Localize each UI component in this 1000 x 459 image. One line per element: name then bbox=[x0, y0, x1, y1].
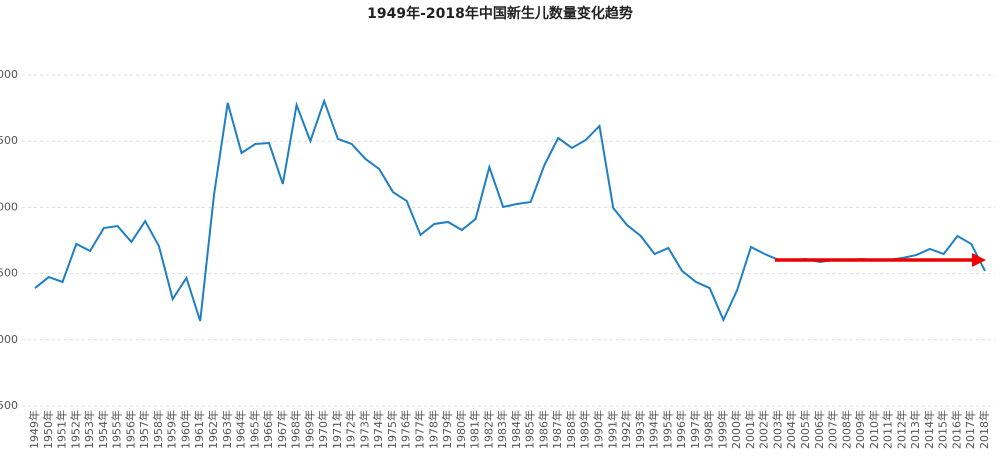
x-tick-label: 1972年 bbox=[344, 410, 358, 449]
x-tick-label: 1984年 bbox=[509, 410, 523, 449]
x-tick-label: 1955年 bbox=[110, 410, 124, 449]
x-tick-label: 1970年 bbox=[316, 410, 330, 449]
x-tick-label: 1995年 bbox=[660, 410, 674, 449]
x-tick-label: 1987年 bbox=[550, 410, 564, 449]
x-tick-label: 1949年 bbox=[27, 410, 41, 449]
x-tick-label: 1956年 bbox=[123, 410, 137, 449]
x-tick-label: 1994年 bbox=[647, 410, 661, 449]
x-tick-label: 2008年 bbox=[839, 410, 853, 449]
x-tick-label: 1953年 bbox=[82, 410, 96, 449]
line-series bbox=[34, 97, 986, 323]
y-tick-label: 3000 bbox=[0, 68, 18, 81]
x-tick-label: 1996年 bbox=[674, 410, 688, 449]
x-tick-label: 1992年 bbox=[619, 410, 633, 449]
x-tick-label: 1986年 bbox=[536, 410, 550, 449]
x-tick-label: 1950年 bbox=[41, 410, 55, 449]
x-tick-label: 1998年 bbox=[702, 410, 716, 449]
x-tick-label: 1988年 bbox=[564, 410, 578, 449]
x-tick-label: 1966年 bbox=[261, 410, 275, 449]
chart-title: 1949年-2018年中国新生儿数量变化趋势 bbox=[367, 5, 633, 22]
y-tick-label: 2500 bbox=[0, 134, 18, 147]
arrow-annotation bbox=[775, 253, 986, 267]
x-tick-label: 2013年 bbox=[908, 410, 922, 449]
x-tick-label: 1951年 bbox=[55, 410, 69, 449]
plot: 1949年 1950年 1951年 1952年 1953年 1954年 1955年 1956年… bbox=[27, 97, 991, 449]
y-tick-label: 1000 bbox=[0, 333, 18, 346]
x-tick-label: 2011年 bbox=[881, 410, 895, 449]
x-tick-label: 2016年 bbox=[949, 410, 963, 449]
arrow-head bbox=[972, 253, 986, 267]
x-tick-label: 2000年 bbox=[729, 410, 743, 449]
x-tick-label: 2014年 bbox=[922, 410, 936, 449]
x-tick-label: 1991年 bbox=[605, 410, 619, 449]
x-tick-label: 2007年 bbox=[826, 410, 840, 449]
x-tick-label: 1967年 bbox=[275, 410, 289, 449]
x-tick-label: 1963年 bbox=[220, 410, 234, 449]
x-tick-label: 1974年 bbox=[371, 410, 385, 449]
x-tick-label: 1976年 bbox=[399, 410, 413, 449]
x-tick-label: 1971年 bbox=[330, 410, 344, 449]
x-tick-label: 2001年 bbox=[743, 410, 757, 449]
x-tick-label: 1954年 bbox=[96, 410, 110, 449]
x-tick-label: 1968年 bbox=[289, 410, 303, 449]
x-tick-label: 1980年 bbox=[454, 410, 468, 449]
x-tick-label: 1962年 bbox=[206, 410, 220, 449]
x-tick-label: 1959年 bbox=[165, 410, 179, 449]
x-tick-label: 1982年 bbox=[481, 410, 495, 449]
x-tick-label: 1965年 bbox=[247, 410, 261, 449]
x-tick-label: 2017年 bbox=[963, 410, 977, 449]
x-tick-label: 2018年 bbox=[977, 410, 991, 449]
x-tick-label: 1961年 bbox=[192, 410, 206, 449]
x-tick-label: 1983年 bbox=[495, 410, 509, 449]
y-tick-label: 500 bbox=[0, 399, 18, 412]
x-tick-label: 1978年 bbox=[426, 410, 440, 449]
x-tick-label: 1979年 bbox=[440, 410, 454, 449]
y-tick-label: 1500 bbox=[0, 267, 18, 280]
x-tick-label: 1964年 bbox=[234, 410, 248, 449]
x-tick-label: 1977年 bbox=[413, 410, 427, 449]
x-tick-label: 2004年 bbox=[784, 410, 798, 449]
x-tick-label: 2006年 bbox=[812, 410, 826, 449]
x-tick-label: 1975年 bbox=[385, 410, 399, 449]
x-tick-label: 2009年 bbox=[853, 410, 867, 449]
x-tick-label: 1985年 bbox=[523, 410, 537, 449]
x-tick-label: 1960年 bbox=[178, 410, 192, 449]
x-tick-label: 1981年 bbox=[468, 410, 482, 449]
grid: 500 1000 1500 2000 2500 3000 bbox=[0, 68, 995, 412]
x-tick-label: 1957年 bbox=[137, 410, 151, 449]
x-tick-label: 1952年 bbox=[68, 410, 82, 449]
y-tick-label: 2000 bbox=[0, 200, 18, 213]
x-tick-label: 2012年 bbox=[894, 410, 908, 449]
x-tick-label: 1990年 bbox=[591, 410, 605, 449]
x-tick-label: 1997年 bbox=[688, 410, 702, 449]
x-tick-label: 1993年 bbox=[633, 410, 647, 449]
x-tick-label: 2015年 bbox=[936, 410, 950, 449]
x-tick-label: 1989年 bbox=[578, 410, 592, 449]
x-tick-label: 1999年 bbox=[715, 410, 729, 449]
x-tick-label: 2005年 bbox=[798, 410, 812, 449]
x-tick-label: 1958年 bbox=[151, 410, 165, 449]
x-tick-label: 2002年 bbox=[757, 410, 771, 449]
x-tick-label: 2010年 bbox=[867, 410, 881, 449]
x-tick-label: 2003年 bbox=[770, 410, 784, 449]
x-tick-label: 1973年 bbox=[357, 410, 371, 449]
x-tick-label: 1969年 bbox=[302, 410, 316, 449]
